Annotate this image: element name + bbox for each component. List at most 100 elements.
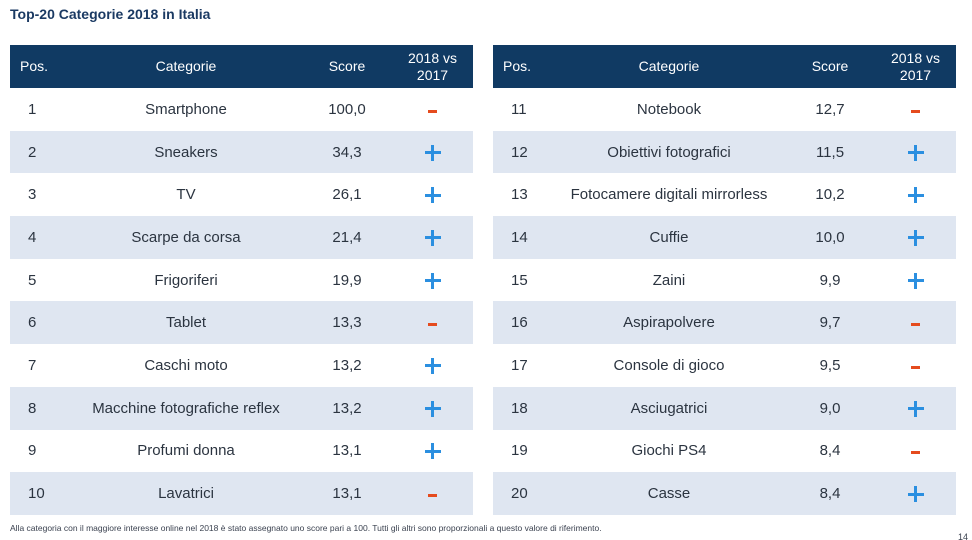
row-category: Cuffie <box>553 216 785 259</box>
row-pos: 14 <box>493 216 553 259</box>
row-trend <box>875 301 956 345</box>
row-category: Giochi PS4 <box>631 442 707 460</box>
plus-icon <box>907 272 924 289</box>
row-score: 10,0 <box>785 216 875 259</box>
row-trend <box>875 344 956 387</box>
row-trend <box>392 430 473 473</box>
table-row: 6 Tablet 13,3 <box>10 301 473 345</box>
page-number: 14 <box>957 532 968 540</box>
row-score: 34,3 <box>302 130 392 174</box>
page-title: Top-20 Categorie 2018 in Italia <box>10 6 211 22</box>
row-category: Scarpe da corsa <box>70 216 302 259</box>
minus-icon <box>425 315 441 331</box>
row-category: Caschi moto <box>144 356 228 374</box>
table-row: 12 Obiettivi fotografici 11,5 <box>493 130 956 174</box>
table-row: 9 Profumi donna 13,1 <box>10 430 473 473</box>
row-pos: 13 <box>511 186 528 204</box>
row-category: Notebook <box>636 100 702 118</box>
plus-icon <box>424 357 441 374</box>
plus-icon <box>424 229 441 246</box>
row-trend <box>875 130 956 174</box>
row-pos: 8 <box>10 386 70 430</box>
table-header-row: Pos. Categorie Score 2018 vs 2017 <box>493 45 956 88</box>
minus-icon <box>908 443 924 459</box>
row-pos: 1 <box>28 100 37 118</box>
row-trend <box>875 173 956 216</box>
minus-icon <box>908 315 924 331</box>
row-pos: 20 <box>493 472 553 515</box>
row-category: Fotocamere digitali mirrorless <box>570 186 768 204</box>
row-score: 9,7 <box>785 301 875 345</box>
row-score: 19,9 <box>332 271 362 289</box>
table-row: 19 Giochi PS4 8,4 <box>493 430 956 473</box>
row-pos: 5 <box>28 271 37 289</box>
table-row: 13 Fotocamere digitali mirrorless 10,2 <box>493 173 956 216</box>
header-score: Score <box>302 45 392 88</box>
row-trend <box>875 430 956 473</box>
row-score: 13,1 <box>302 472 392 515</box>
plus-icon <box>907 400 924 417</box>
row-pos: 11 <box>511 100 527 118</box>
header-trend: 2018 vs 2017 <box>875 45 956 88</box>
header-category: Categorie <box>70 45 302 88</box>
minus-icon <box>908 358 924 374</box>
plus-icon <box>424 400 441 417</box>
row-score: 9,5 <box>819 356 841 374</box>
table-row: 8 Macchine fotografiche reflex 13,2 <box>10 386 473 430</box>
row-score: 9,9 <box>819 271 841 289</box>
row-score: 13,2 <box>302 386 392 430</box>
row-pos: 9 <box>28 442 37 460</box>
row-category: Obiettivi fotografici <box>553 130 785 174</box>
row-score: 9,0 <box>785 386 875 430</box>
row-trend <box>392 130 473 174</box>
table-row: 4 Scarpe da corsa 21,4 <box>10 216 473 259</box>
row-category: Tablet <box>70 301 302 345</box>
row-category: Smartphone <box>145 100 227 118</box>
header-score: Score <box>785 45 875 88</box>
table-row: 18 Asciugatrici 9,0 <box>493 386 956 430</box>
plus-icon <box>424 187 441 204</box>
plus-icon <box>907 144 924 161</box>
row-trend <box>392 216 473 259</box>
row-pos: 15 <box>511 271 528 289</box>
row-trend <box>875 216 956 259</box>
row-trend <box>392 472 473 515</box>
plus-icon <box>424 272 441 289</box>
row-category: Asciugatrici <box>553 386 785 430</box>
table-body-right: 11 Notebook 12,7 12 Obiettivi fotografici 11,… <box>493 88 956 515</box>
row-trend <box>392 386 473 430</box>
row-trend <box>392 88 473 131</box>
row-score: 13,1 <box>332 442 362 460</box>
row-trend <box>875 259 956 302</box>
plus-icon <box>424 144 441 161</box>
plus-icon <box>907 187 924 204</box>
row-score: 100,0 <box>328 100 366 118</box>
row-pos: 4 <box>10 216 70 259</box>
row-pos: 2 <box>10 130 70 174</box>
row-category: Sneakers <box>70 130 302 174</box>
header-trend: 2018 vs 2017 <box>392 45 473 88</box>
plus-icon <box>907 229 924 246</box>
ranking-table-right: Pos. Categorie Score 2018 vs 2017 11 Note… <box>493 45 956 515</box>
row-score: 13,3 <box>302 301 392 345</box>
row-trend <box>875 472 956 515</box>
table-row: 17 Console di gioco 9,5 <box>493 344 956 387</box>
minus-icon <box>425 102 441 118</box>
row-pos: 3 <box>28 186 37 204</box>
row-pos: 19 <box>511 442 528 460</box>
row-pos: 12 <box>493 130 553 174</box>
row-category: Lavatrici <box>70 472 302 515</box>
table-header-row: Pos. Categorie Score 2018 vs 2017 <box>10 45 473 88</box>
table-row: 14 Cuffie 10,0 <box>493 216 956 259</box>
row-trend <box>392 173 473 216</box>
row-score: 8,4 <box>819 442 841 460</box>
table-row: 16 Aspirapolvere 9,7 <box>493 301 956 345</box>
row-category: Profumi donna <box>137 442 235 460</box>
row-pos: 6 <box>10 301 70 345</box>
table-row: 11 Notebook 12,7 <box>493 88 956 131</box>
header-trend-line2: 2017 <box>416 66 449 83</box>
plus-icon <box>907 486 924 503</box>
row-category: Macchine fotografiche reflex <box>70 386 302 430</box>
row-pos: 18 <box>493 386 553 430</box>
row-score: 12,7 <box>815 100 845 118</box>
